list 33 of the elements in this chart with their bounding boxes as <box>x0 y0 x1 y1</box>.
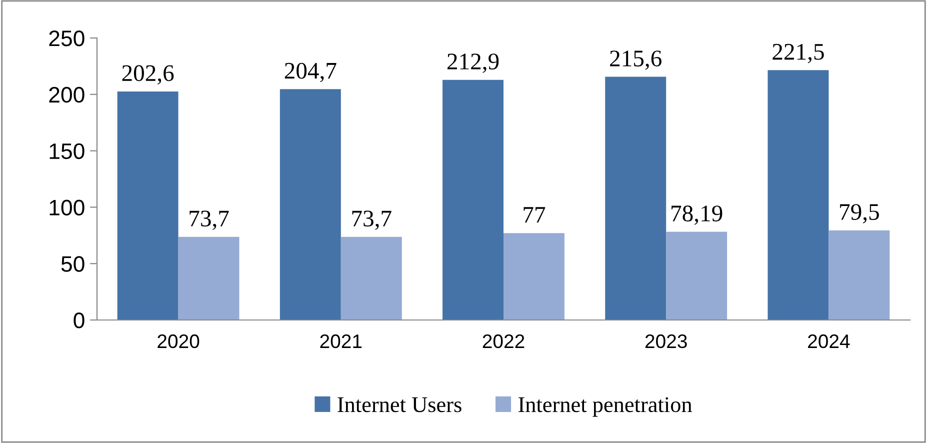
bar <box>504 233 564 320</box>
data-label: 73,7 <box>352 210 392 230</box>
bar <box>605 76 666 320</box>
data-label: 202,6 <box>122 65 174 85</box>
data-label: 77 <box>524 207 546 223</box>
legend-label: Internet Users <box>338 397 462 412</box>
x-tick-label: 2023 <box>645 334 687 348</box>
data-label: 73,7 <box>190 210 229 230</box>
bar <box>178 236 240 320</box>
y-tick-label: 100 <box>50 200 84 216</box>
data-label: 79,5 <box>840 204 879 224</box>
bar <box>666 232 728 320</box>
bar <box>340 236 402 320</box>
data-label: 221,5 <box>772 44 824 64</box>
data-label: 78,19 <box>672 206 722 225</box>
y-tick-label: 50 <box>61 256 84 272</box>
bar <box>828 230 890 320</box>
legend-label: Internet penetration <box>518 397 692 417</box>
bar <box>442 80 504 320</box>
y-tick-label: 150 <box>50 143 84 160</box>
y-tick-label: 0 <box>74 312 84 328</box>
y-tick-label: 200 <box>49 86 84 103</box>
bar <box>768 70 829 320</box>
x-tick-label: 2021 <box>320 334 362 348</box>
x-tick-label: 2022 <box>482 334 524 348</box>
bar <box>280 89 341 320</box>
x-tick-label: 2024 <box>808 334 850 348</box>
bar <box>117 91 178 320</box>
data-label: 204,7 <box>284 62 336 82</box>
y-tick-label: 250 <box>49 30 84 46</box>
data-label: 215,6 <box>610 50 662 70</box>
data-label: 212,9 <box>447 54 499 73</box>
x-tick-label: 2020 <box>158 334 200 348</box>
